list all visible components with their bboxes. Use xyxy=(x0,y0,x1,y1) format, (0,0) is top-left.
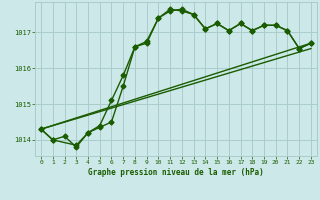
X-axis label: Graphe pression niveau de la mer (hPa): Graphe pression niveau de la mer (hPa) xyxy=(88,168,264,177)
